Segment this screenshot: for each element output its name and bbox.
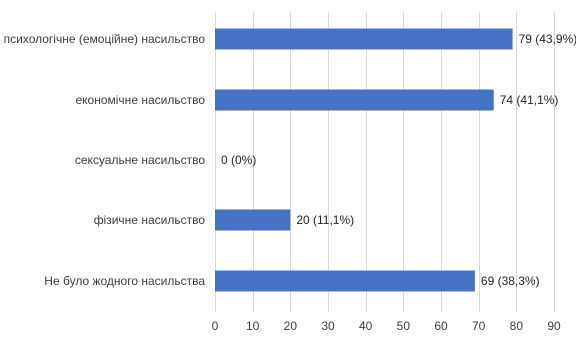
category-label: економічне насильство [75,93,205,107]
bar [215,270,475,292]
x-tick-label: 30 [321,319,335,333]
x-tick-label: 60 [434,319,448,333]
x-tick-label: 70 [472,319,486,333]
bar [215,89,494,111]
bar [215,28,513,50]
bars [215,28,513,292]
x-tick-label: 50 [397,319,411,333]
x-tick-label: 20 [284,319,298,333]
data-label: 20 (11,1%) [296,213,354,227]
data-label: 69 (38,3%) [481,274,540,288]
category-label: сексуальне насильство [75,153,205,167]
bar [215,209,291,231]
data-label: 79 (43,9%) [519,32,576,46]
labels: 0 10 20 30 40 50 60 70 80 90 психологічне (емоційн… [4,32,576,333]
data-label: 74 (41,1%) [500,93,559,107]
x-tick-label: 80 [510,319,524,333]
data-label: 0 (0%) [221,153,256,167]
x-tick-label: 10 [246,319,260,333]
gridlines [215,12,555,312]
x-tick-label: 0 [212,319,219,333]
category-label: фізичне насильство [94,213,206,227]
x-tick-label: 40 [359,319,373,333]
category-label: Не було жодного насильства [44,274,205,288]
x-tick-label: 90 [547,319,561,333]
category-label: психологічне (емоційне) насильство [4,32,206,46]
